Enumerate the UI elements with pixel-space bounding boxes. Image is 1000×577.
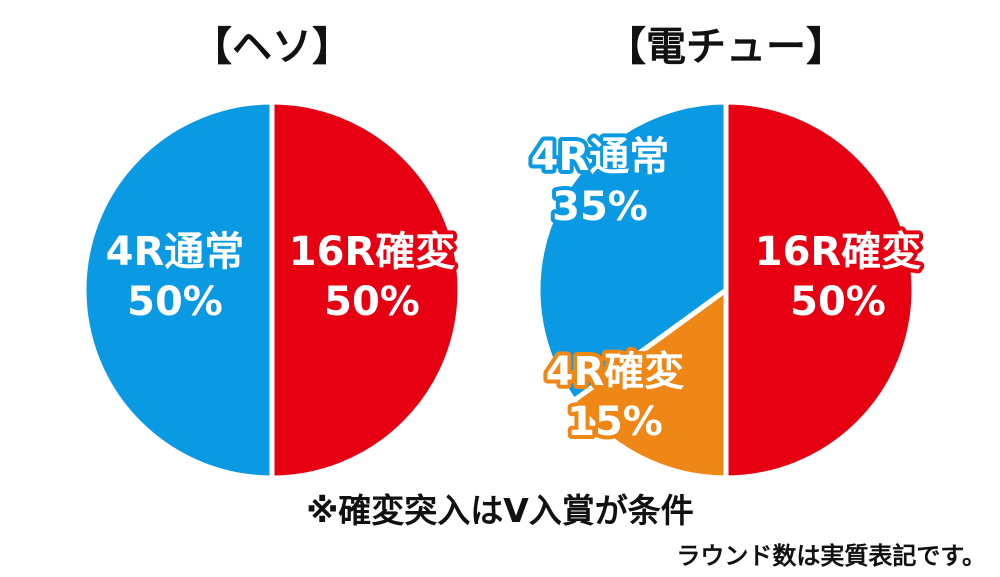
pie-1-slice-0-label: 16R確変 <box>755 229 921 275</box>
footnote: ※確変突入はV入賞が条件 <box>306 491 694 530</box>
pie-1-slice-1-label: 4R確変 <box>546 349 685 395</box>
pie-1-slice-0-value: 50% <box>790 279 886 325</box>
pie-0-slice-0-value: 50% <box>324 279 420 325</box>
chart-title-heso: 【ヘソ】 <box>192 24 352 70</box>
pie-0-slice-0 <box>269 99 463 481</box>
pie-0-slice-0-label: 16R確変 <box>289 229 455 275</box>
pie-0-slice-1-label: 4R通常 <box>106 229 245 275</box>
pie-0-slice-1 <box>81 99 275 481</box>
chart-title-denchu: 【電チュー】 <box>606 24 846 70</box>
pie-1-slice-2-value: 35% <box>552 184 648 230</box>
pie-1-slice-0 <box>723 99 917 481</box>
pie-1-slice-1-value: 15% <box>567 399 663 445</box>
pie-1-slice-1 <box>571 287 729 481</box>
pie-1-slice-2 <box>535 99 729 403</box>
pie-1-slice-2-label: 4R通常 <box>531 134 670 180</box>
caption: ラウンド数は実質表記です。 <box>676 542 986 570</box>
pie-0-slice-1-value: 50% <box>127 279 223 325</box>
